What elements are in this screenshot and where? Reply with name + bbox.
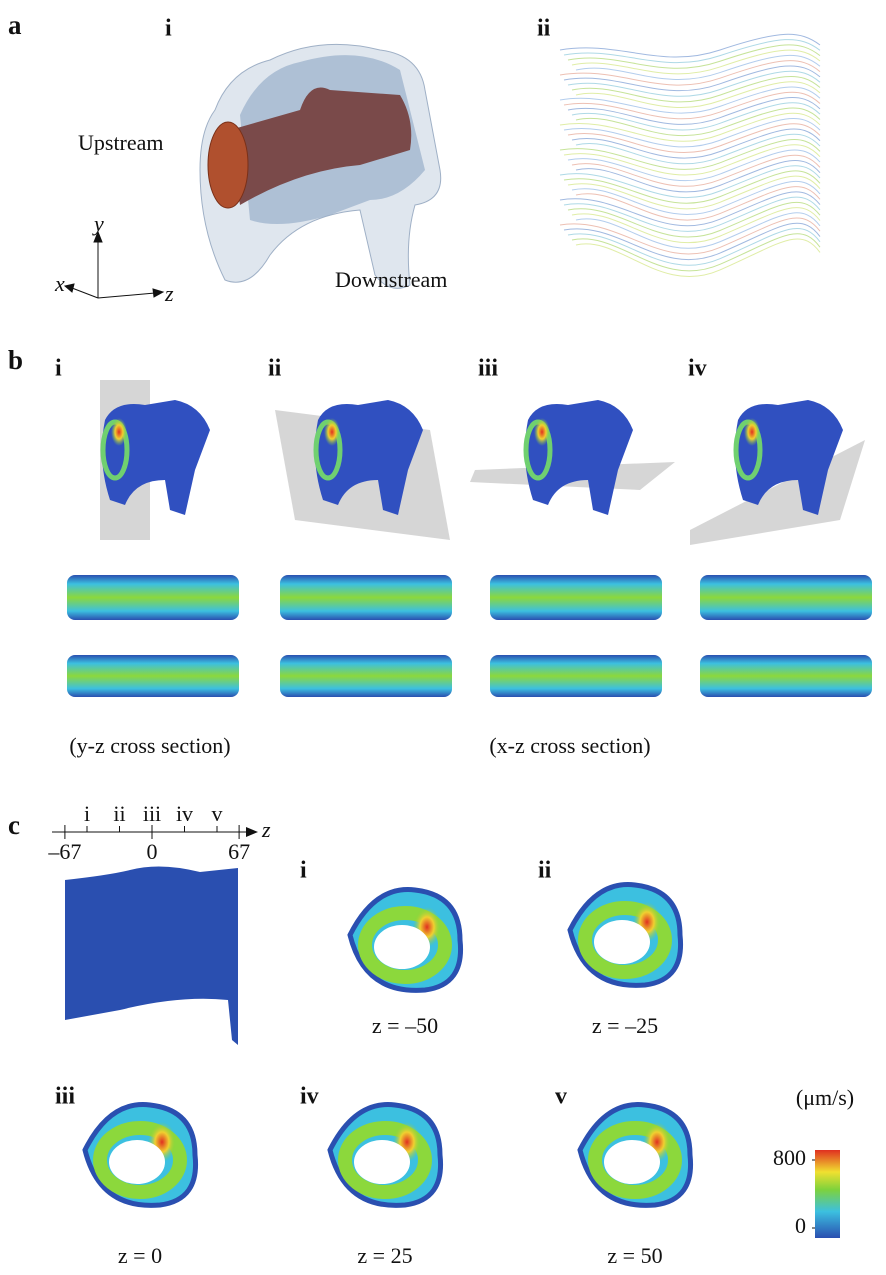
cross-section xyxy=(280,575,452,620)
axis-label: z xyxy=(164,281,174,306)
colorbar-label: 0 xyxy=(795,1213,806,1238)
streamline xyxy=(572,129,820,158)
figure: a i ii Upstream Downstream y x z b iiiii… xyxy=(0,0,886,1275)
panel-label: b xyxy=(8,345,23,375)
slice-caption: z = 25 xyxy=(357,1243,412,1268)
streamline xyxy=(568,124,820,153)
axis-label: z xyxy=(261,817,271,842)
streamline xyxy=(568,150,820,181)
colorbar-unit: (μm/s) xyxy=(796,1085,854,1110)
streamline xyxy=(576,134,820,164)
lumen xyxy=(374,925,430,969)
axes-triad xyxy=(65,232,163,298)
axis-label: y xyxy=(92,211,104,236)
cross-section xyxy=(490,655,662,697)
hot-spot xyxy=(744,418,760,446)
streamline xyxy=(564,118,820,146)
cross-section xyxy=(67,575,239,620)
slice-caption: z = –50 xyxy=(372,1013,438,1038)
slice-caption: z = 50 xyxy=(607,1243,662,1268)
vessel-render xyxy=(102,400,210,515)
sub-label: ii xyxy=(537,16,551,42)
tick-label: 67 xyxy=(228,839,250,864)
streamline xyxy=(564,40,820,63)
lumen xyxy=(594,920,650,964)
tick-label: 0 xyxy=(147,839,158,864)
marker-label: i xyxy=(84,801,90,826)
sub-label: iii xyxy=(478,356,498,382)
slice-caption: z = –25 xyxy=(592,1013,658,1038)
tick-label: –67 xyxy=(47,839,81,864)
streamline xyxy=(560,113,820,141)
annotation: Downstream xyxy=(335,267,447,292)
colorbar-scale xyxy=(815,1150,840,1238)
axis-arrow xyxy=(246,827,258,837)
annotation: Upstream xyxy=(78,130,164,155)
projection xyxy=(65,866,238,1045)
sub-label: iii xyxy=(55,1084,75,1110)
sub-label: i xyxy=(55,356,62,382)
hot-spot xyxy=(324,418,340,446)
sub-label: i xyxy=(300,858,307,884)
vessel-render xyxy=(525,400,633,515)
streamline xyxy=(572,155,820,186)
caption: (x-z cross section) xyxy=(489,733,650,758)
streamline xyxy=(576,239,820,277)
marker-label: iv xyxy=(176,801,193,826)
lumen xyxy=(354,1140,410,1184)
colorbar-label: 800 xyxy=(773,1145,806,1170)
cross-section xyxy=(490,575,662,620)
panel-label: c xyxy=(8,810,20,840)
marker-label: iii xyxy=(143,801,161,826)
slice-caption: z = 0 xyxy=(118,1243,162,1268)
hot-spot xyxy=(111,418,127,446)
streamline xyxy=(568,176,820,209)
cross-section xyxy=(700,575,872,620)
marker-label: ii xyxy=(113,801,125,826)
streamline xyxy=(568,45,820,68)
streamline xyxy=(576,160,820,192)
cross-section xyxy=(700,655,872,697)
sub-label: ii xyxy=(538,858,552,884)
streamlines xyxy=(560,34,820,276)
axis-label: x xyxy=(54,271,65,296)
lumen xyxy=(604,1140,660,1184)
sub-label: iv xyxy=(300,1084,319,1110)
lumen xyxy=(109,1140,165,1184)
colorbar: 0 800 xyxy=(773,1145,840,1238)
marker-label: v xyxy=(212,801,223,826)
caption: (y-z cross section) xyxy=(69,733,230,758)
streamline xyxy=(560,166,820,198)
streamline xyxy=(564,171,820,203)
streamline xyxy=(572,50,820,74)
sub-label: iv xyxy=(688,356,707,382)
vessel-render xyxy=(200,44,441,288)
sub-label: i xyxy=(165,16,172,42)
sub-label: v xyxy=(555,1084,567,1110)
panel-label: a xyxy=(8,10,22,40)
hot-spot xyxy=(534,418,550,446)
cross-section xyxy=(280,655,452,697)
cross-section xyxy=(67,655,239,697)
sub-label: ii xyxy=(268,356,282,382)
